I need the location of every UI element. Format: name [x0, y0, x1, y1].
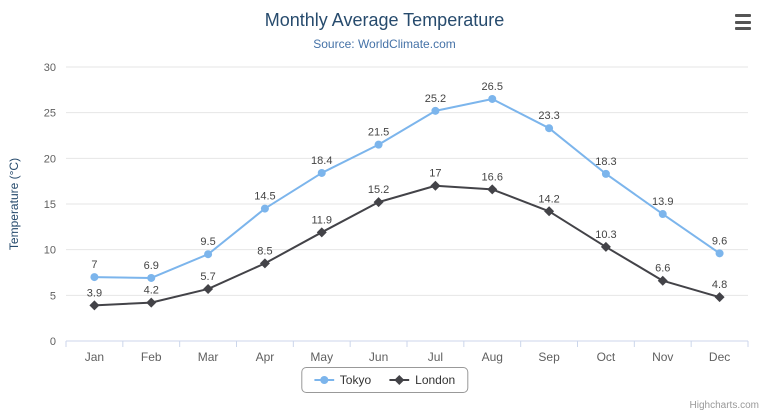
- legend: Tokyo London: [300, 367, 469, 393]
- series-point-marker-tokyo[interactable]: [601, 169, 610, 178]
- series-line-tokyo: [94, 97, 721, 279]
- chart-title: Monthly Average Temperature: [264, 10, 505, 30]
- hamburger-menu-icon: [735, 20, 751, 24]
- series-point-marker-london[interactable]: [203, 283, 214, 294]
- chart-subtitle: Source: WorldClimate.com: [313, 37, 456, 51]
- series-point-marker-london[interactable]: [373, 197, 384, 208]
- series-point-marker-london[interactable]: [316, 227, 327, 238]
- x-axis-category-label: Apr: [256, 350, 275, 364]
- data-label: 4.2: [144, 285, 159, 297]
- data-label: 8.5: [257, 245, 272, 257]
- series-point-marker-tokyo[interactable]: [260, 204, 269, 213]
- data-label: 13.9: [652, 196, 673, 208]
- y-axis-tick-label: 10: [44, 245, 56, 257]
- data-label: 10.3: [595, 229, 616, 241]
- series-point-marker-london[interactable]: [430, 180, 441, 191]
- legend-label-tokyo: Tokyo: [339, 373, 372, 387]
- series-point-marker-london[interactable]: [714, 292, 725, 303]
- series-point-marker-london[interactable]: [600, 241, 611, 252]
- x-axis-category-label: Dec: [709, 350, 730, 364]
- y-axis-tick-label: 15: [44, 199, 56, 211]
- series-point-marker-tokyo[interactable]: [545, 124, 554, 133]
- y-axis-tick-label: 30: [44, 62, 56, 74]
- series-point-marker-tokyo[interactable]: [715, 249, 724, 258]
- y-axis-title: Temperature (°C): [7, 158, 21, 250]
- export-menu-button[interactable]: [731, 12, 757, 32]
- y-axis-tick-label: 20: [44, 153, 56, 165]
- series-point-marker-london[interactable]: [259, 258, 270, 269]
- highcharts-credit[interactable]: Highcharts.com: [689, 400, 759, 411]
- data-label: 17: [429, 168, 441, 180]
- data-label: 9.5: [200, 236, 215, 248]
- x-axis-category-label: Mar: [198, 350, 219, 364]
- series-point-marker-tokyo[interactable]: [374, 140, 383, 149]
- y-axis-tick-label: 0: [50, 336, 56, 348]
- x-axis-category-label: Nov: [652, 350, 673, 364]
- legend-marker-diamond-icon: [389, 375, 410, 385]
- series-point-marker-tokyo[interactable]: [658, 210, 667, 219]
- x-axis-category-label: Sep: [538, 350, 560, 364]
- x-axis-category-label: Oct: [597, 350, 616, 364]
- series-point-marker-tokyo[interactable]: [317, 168, 326, 177]
- data-label: 6.9: [144, 260, 159, 272]
- data-label: 4.8: [712, 279, 727, 291]
- y-axis-tick-label: 25: [44, 108, 56, 120]
- series-point-marker-tokyo[interactable]: [204, 250, 213, 259]
- legend-item-tokyo[interactable]: Tokyo: [313, 373, 372, 387]
- hamburger-menu-icon: [735, 27, 751, 30]
- series-point-marker-london[interactable]: [487, 184, 498, 195]
- x-axis-category-label: Aug: [482, 350, 503, 364]
- hamburger-menu-icon: [735, 14, 751, 17]
- data-label: 5.7: [200, 271, 215, 283]
- data-label: 7: [91, 259, 97, 271]
- data-label: 6.6: [655, 263, 670, 275]
- data-label: 9.6: [712, 235, 727, 247]
- legend-label-london: London: [415, 373, 456, 387]
- x-axis-category-label: Feb: [141, 350, 162, 364]
- y-axis-tick-label: 5: [50, 290, 56, 302]
- series-point-marker-tokyo[interactable]: [147, 273, 156, 282]
- x-axis-category-label: Jun: [369, 350, 388, 364]
- data-label: 16.6: [482, 171, 503, 183]
- data-label: 3.9: [87, 287, 102, 299]
- series-point-marker-tokyo[interactable]: [90, 273, 99, 282]
- data-label: 14.5: [254, 191, 275, 203]
- series-point-marker-london[interactable]: [146, 297, 157, 308]
- series-point-marker-london[interactable]: [657, 275, 668, 286]
- data-label: 14.2: [538, 193, 559, 205]
- series-point-marker-london[interactable]: [89, 300, 100, 311]
- x-axis-category-label: Jul: [428, 350, 443, 364]
- data-label: 26.5: [482, 81, 503, 93]
- x-axis-category-label: May: [310, 350, 333, 364]
- data-label: 18.3: [595, 156, 616, 168]
- data-label: 18.4: [311, 155, 332, 167]
- x-axis-category-label: Jan: [85, 350, 104, 364]
- series-line-london: [94, 184, 720, 307]
- data-label: 21.5: [368, 127, 389, 139]
- legend-marker-circle-icon: [313, 376, 334, 384]
- series-point-marker-tokyo[interactable]: [431, 106, 440, 115]
- data-label: 15.2: [368, 184, 389, 196]
- data-label: 11.9: [311, 214, 332, 226]
- data-label: 25.2: [425, 93, 446, 105]
- legend-item-london[interactable]: London: [389, 373, 455, 387]
- series-point-marker-tokyo[interactable]: [488, 94, 497, 103]
- series-point-marker-london[interactable]: [544, 206, 555, 217]
- data-label: 23.3: [538, 110, 559, 122]
